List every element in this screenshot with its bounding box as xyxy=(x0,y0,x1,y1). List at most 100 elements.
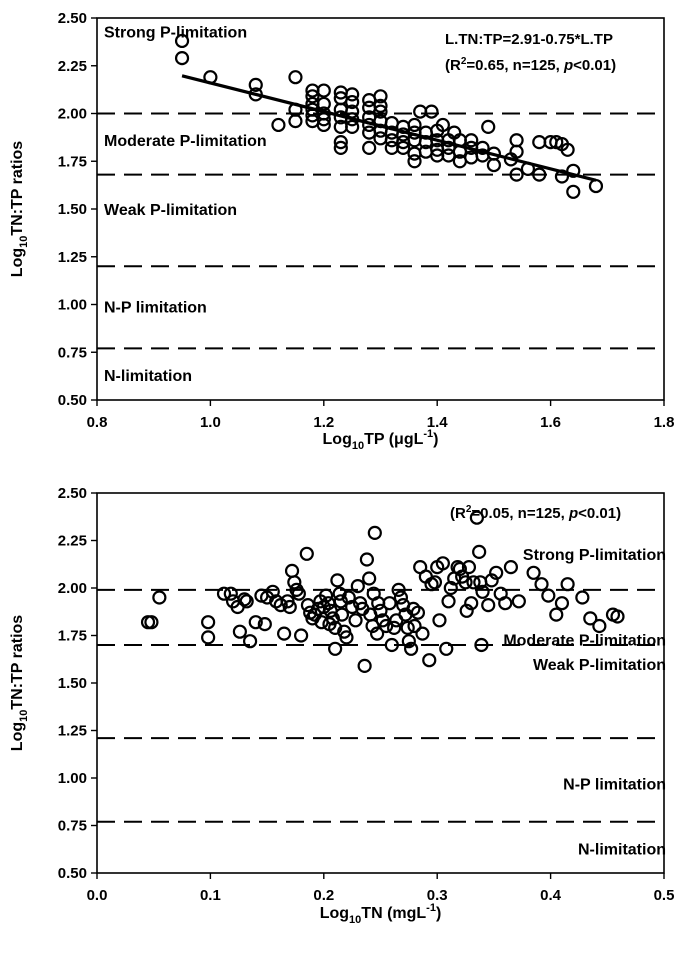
data-point xyxy=(401,634,416,649)
y-tick-label: 0.75 xyxy=(58,818,87,835)
data-point xyxy=(216,586,232,601)
data-point xyxy=(345,119,360,134)
y-label-subscript: 10 xyxy=(18,236,30,248)
data-point xyxy=(413,104,428,119)
data-point xyxy=(334,607,350,622)
data-point xyxy=(152,590,167,605)
data-point xyxy=(427,575,443,590)
data-point xyxy=(475,140,490,155)
stats-annotation: (R2=0.05, n=125, p<0.01) xyxy=(450,504,621,522)
data-point xyxy=(257,616,272,632)
data-point xyxy=(174,51,190,66)
y-tick-label: 0.50 xyxy=(58,865,87,882)
zone-label: N-P limitation xyxy=(563,777,666,794)
data-point xyxy=(384,140,399,155)
x-axis-label: Log10TN (mgL-1) xyxy=(320,902,442,926)
y-label-base: Log xyxy=(9,248,26,277)
y-tick-label: 2.00 xyxy=(58,580,87,597)
data-point xyxy=(566,184,581,199)
y-label-base: Log xyxy=(9,722,26,751)
data-point xyxy=(174,33,190,49)
x-label-superscript: -1 xyxy=(426,902,436,914)
data-point xyxy=(509,167,524,182)
y-label-text: TN:TP ratios xyxy=(9,141,26,236)
data-point xyxy=(481,597,496,613)
data-point xyxy=(345,599,360,615)
x-label-text: TN (mgL xyxy=(361,905,426,922)
zone-label: Moderate P-limitation xyxy=(503,632,666,649)
y-tick-label: 1.75 xyxy=(58,153,87,170)
y-tick-label: 1.00 xyxy=(58,297,87,314)
data-point xyxy=(404,641,419,656)
data-point xyxy=(481,119,496,134)
y-axis-label: Log10TN:TP ratios xyxy=(9,615,30,752)
data-point xyxy=(498,596,513,611)
data-point xyxy=(575,590,590,605)
data-point xyxy=(144,615,159,630)
data-point xyxy=(391,582,406,598)
data-point xyxy=(325,611,340,626)
data-point xyxy=(474,637,489,653)
y-tick-label: 0.75 xyxy=(58,344,87,361)
data-point xyxy=(407,618,422,634)
stats-p: p xyxy=(568,505,578,522)
data-point xyxy=(369,626,385,641)
zone-label: Strong P-limitation xyxy=(523,547,666,564)
data-point xyxy=(362,140,377,155)
data-point xyxy=(248,615,263,630)
stats-close: <0.01) xyxy=(578,505,621,522)
data-point xyxy=(387,620,402,636)
data-point xyxy=(532,135,547,150)
data-point xyxy=(330,573,345,588)
data-point xyxy=(328,620,343,636)
data-point xyxy=(373,131,388,146)
data-point xyxy=(441,148,456,163)
data-point xyxy=(439,641,454,656)
data-point xyxy=(435,556,450,571)
data-point xyxy=(333,135,348,150)
data-point xyxy=(359,552,374,567)
data-point xyxy=(316,117,331,133)
zone-label: Weak P-limitation xyxy=(104,202,237,219)
x-tick-label: 0.0 xyxy=(87,887,108,904)
data-point xyxy=(393,590,409,605)
data-point xyxy=(242,634,258,649)
y-tick-label: 2.50 xyxy=(58,485,87,502)
x-label-base: Log xyxy=(320,905,349,922)
x-label-subscript: 10 xyxy=(352,440,364,452)
data-point xyxy=(341,590,356,605)
stats-open: (R xyxy=(450,505,466,522)
data-point xyxy=(367,525,382,541)
data-point xyxy=(332,586,347,601)
data-point xyxy=(441,594,456,609)
x-tick-label: 0.5 xyxy=(654,887,675,904)
x-tick-label: 0.8 xyxy=(87,414,108,431)
y-tick-label: 1.25 xyxy=(58,723,87,740)
data-point xyxy=(232,624,247,639)
data-point xyxy=(284,563,300,579)
data-point xyxy=(201,630,216,645)
data-point xyxy=(407,154,422,169)
stats-values: =0.05, n=125, xyxy=(471,505,569,522)
data-point xyxy=(362,571,377,586)
data-point xyxy=(472,544,487,560)
data-point xyxy=(566,163,581,178)
x-tick-label: 0.2 xyxy=(313,887,334,904)
y-tick-label: 1.00 xyxy=(58,770,87,787)
data-point xyxy=(554,596,570,611)
data-point xyxy=(223,586,238,601)
x-tick-label: 0.4 xyxy=(540,887,562,904)
y-axis-label: Log10TN:TP ratios xyxy=(9,141,30,278)
stats-close: <0.01) xyxy=(573,57,616,74)
y-tick-label: 2.50 xyxy=(58,10,87,27)
stats-superscript: 2 xyxy=(466,504,472,515)
y-tick-label: 0.50 xyxy=(58,392,87,409)
data-point xyxy=(201,615,216,630)
data-point xyxy=(382,596,397,611)
zone-label: N-limitation xyxy=(104,368,192,385)
data-point xyxy=(291,586,306,601)
data-point xyxy=(484,573,499,588)
data-point xyxy=(328,641,343,656)
data-point xyxy=(464,133,479,148)
x-tick-label: 1.0 xyxy=(200,414,221,431)
